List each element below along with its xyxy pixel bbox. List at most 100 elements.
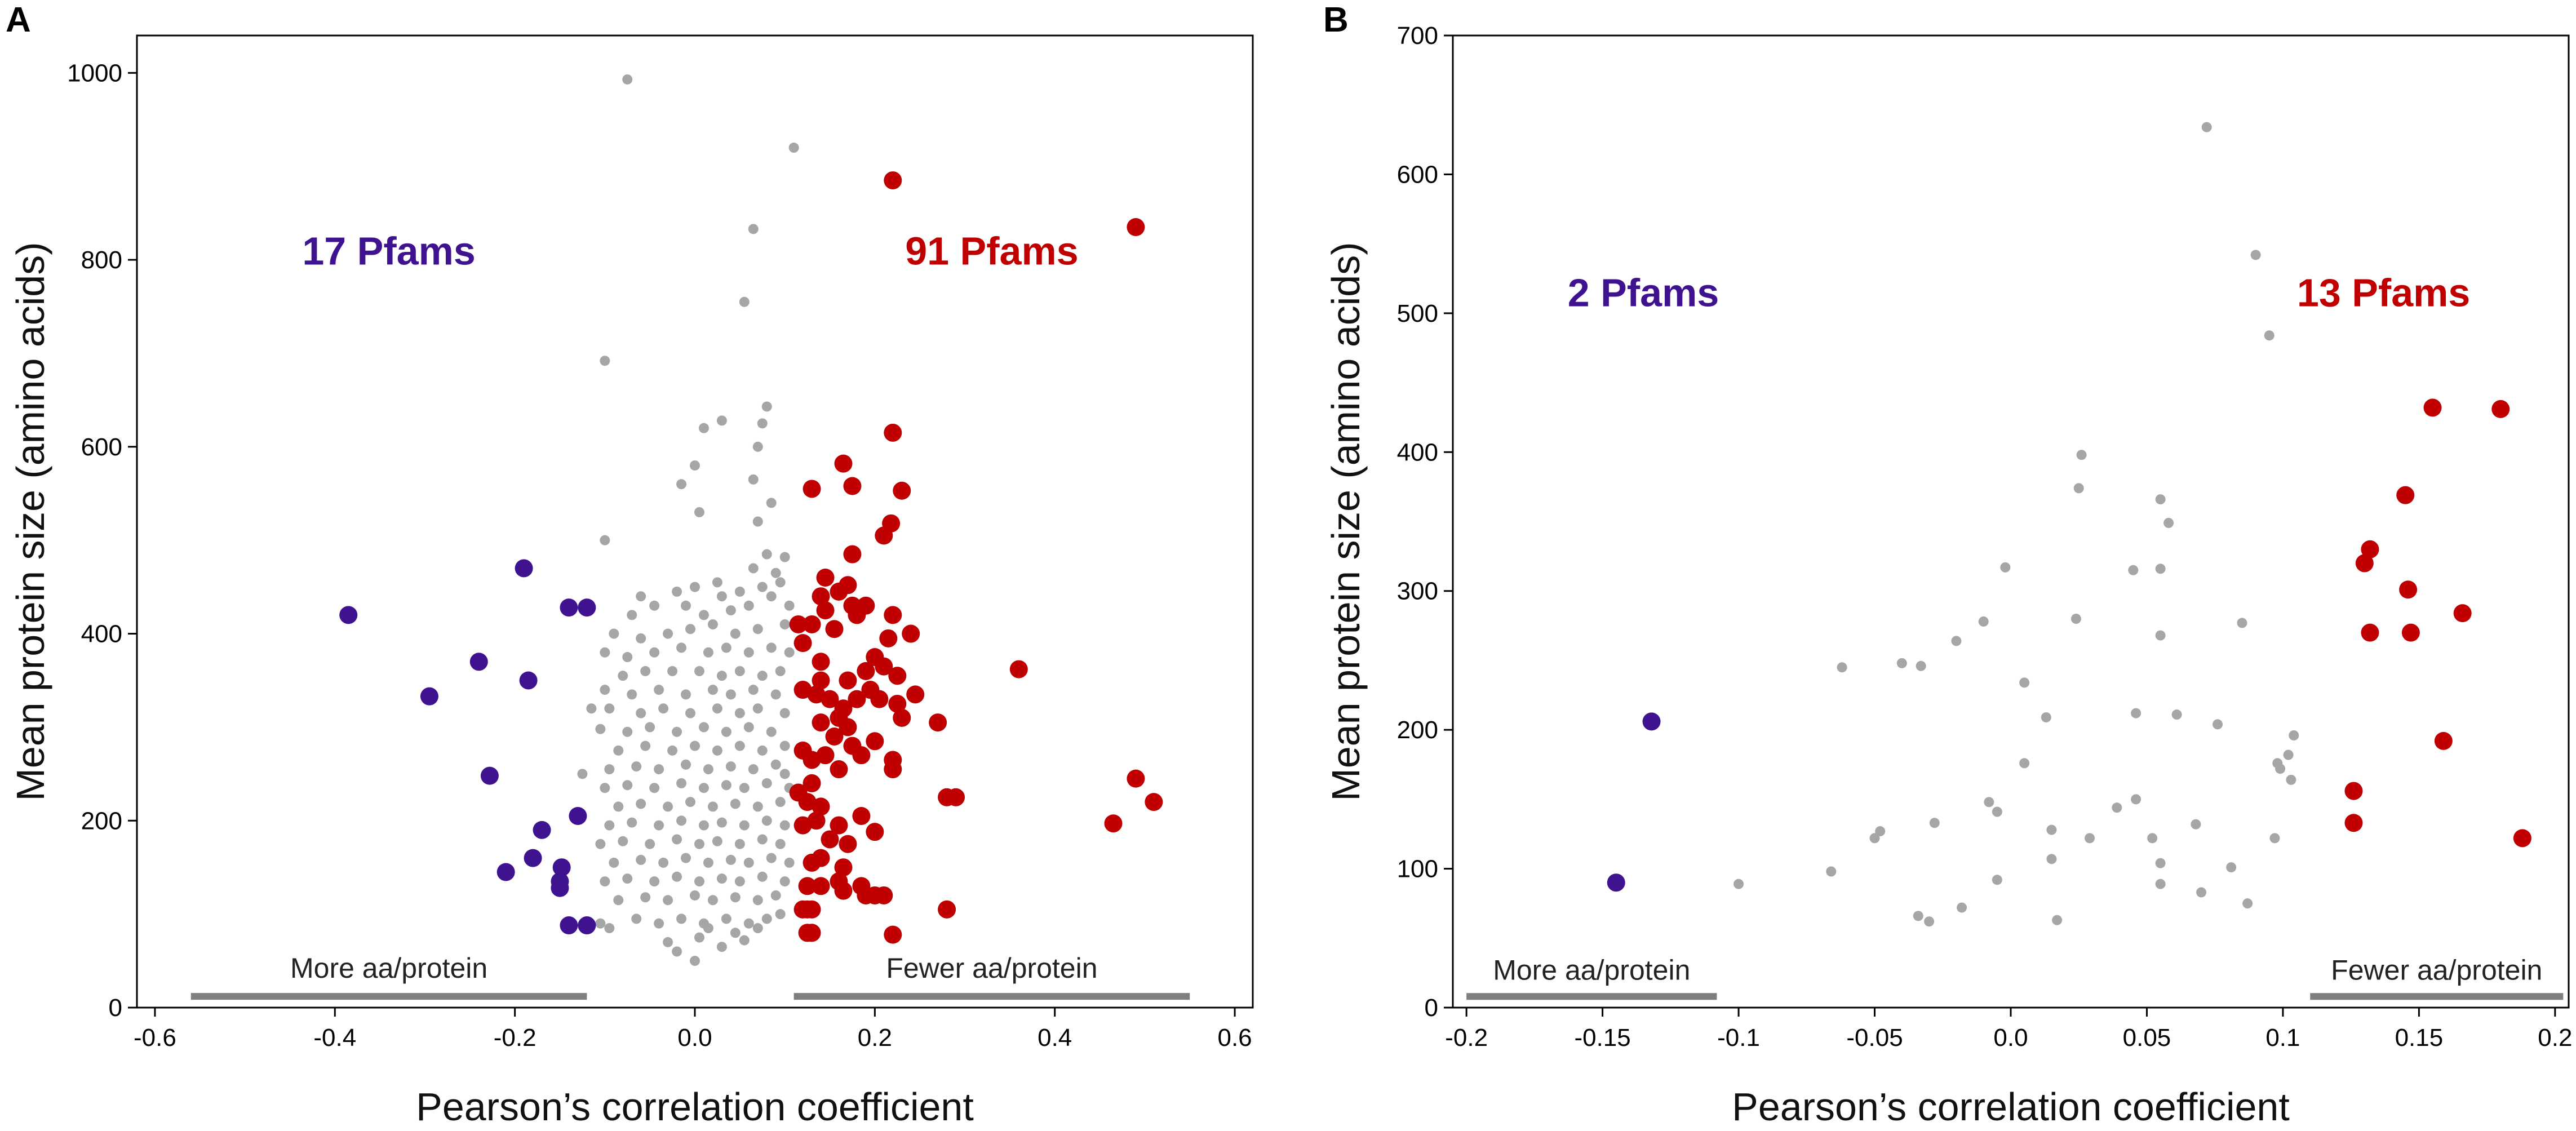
panel-a-point-neutral <box>779 708 790 718</box>
panel-a-point-neutral <box>734 708 745 718</box>
panel-a-point-neutral <box>734 876 745 887</box>
panel-b-point-neutral <box>2131 708 2142 718</box>
panel-a-point-neutral <box>622 652 633 663</box>
panel-b-point-neutral <box>2112 802 2122 813</box>
panel-a-point-neutral <box>721 913 731 924</box>
panel-b-point-neutral <box>1837 662 1847 673</box>
panel-a-point-neutral <box>654 685 664 695</box>
panel-a-point-neutral <box>707 619 718 629</box>
panel-b-point-positive <box>2399 580 2418 599</box>
panel-a-point-positive <box>857 662 875 680</box>
panel-b-point-neutral <box>2242 898 2253 909</box>
panel-b-point-neutral <box>2046 824 2057 835</box>
panel-a-point-neutral <box>658 703 669 714</box>
panel-b-point-neutral <box>2286 774 2296 785</box>
panel-a-point-neutral <box>712 745 722 756</box>
panel-b-point-neutral <box>1869 833 1880 844</box>
panel-b-letter: B <box>1323 1 1349 39</box>
panel-b-plot-frame <box>1452 34 2570 1009</box>
panel-a-point-neutral <box>631 913 642 924</box>
panel-a-point-neutral <box>757 745 768 756</box>
panel-b-count-label-negative: 2 Pfams <box>1568 271 1719 315</box>
panel-a-point-neutral <box>676 479 687 490</box>
panel-a-point-neutral <box>707 685 718 695</box>
panel-a-point-neutral <box>690 460 700 471</box>
panel-a-point-positive <box>893 481 911 500</box>
panel-a-point-positive <box>1009 660 1028 678</box>
panel-a-point-positive <box>1145 793 1163 811</box>
panel-a-point-positive <box>793 634 812 653</box>
panel-a-point-neutral <box>721 642 731 653</box>
panel-a-point-neutral <box>770 759 781 770</box>
panel-a-x-tick-label: 0.2 <box>858 1024 892 1052</box>
panel-a-point-positive <box>834 858 853 877</box>
panel-a-point-neutral <box>775 577 786 588</box>
panel-a-point-neutral <box>672 946 682 957</box>
panel-b-point-positive <box>2453 604 2472 623</box>
panel-b-count-label-positive: 13 Pfams <box>2297 271 2470 315</box>
panel-b-x-tick-label: 0.2 <box>2538 1024 2572 1052</box>
panel-a-point-positive <box>807 811 826 830</box>
panel-b-y-tick-label: 200 <box>1397 716 1438 744</box>
panel-b-point-neutral <box>2085 833 2095 844</box>
panel-a-point-neutral <box>748 685 759 695</box>
panel-a-point-neutral <box>636 633 646 644</box>
panel-a-point-neutral <box>743 857 754 868</box>
panel-a-point-positive <box>870 690 889 708</box>
panel-b-series-neutral <box>1733 122 2299 927</box>
panel-a-point-neutral <box>748 224 759 234</box>
panel-a-point-positive <box>1104 814 1123 833</box>
panel-a-point-neutral <box>770 890 781 901</box>
panel-a-point-neutral <box>604 703 615 714</box>
panel-a-point-negative <box>524 849 542 867</box>
panel-a-point-neutral <box>676 913 687 924</box>
panel-b-point-neutral <box>1924 916 1935 927</box>
panel-a-point-positive <box>812 713 830 732</box>
panel-a-point-neutral <box>685 708 696 718</box>
panel-b-point-neutral <box>2128 565 2139 575</box>
panel-a-point-positive <box>866 823 884 841</box>
panel-a-point-neutral <box>716 671 727 681</box>
panel-a-point-neutral <box>649 600 660 611</box>
panel-a-point-positive <box>893 708 911 727</box>
panel-a-point-neutral <box>770 689 781 700</box>
panel-a-point-positive <box>802 615 821 633</box>
panel-a-point-negative <box>480 766 499 785</box>
panel-b-x-tick-label: -0.05 <box>1846 1024 1903 1052</box>
panel-b-point-neutral <box>2041 712 2051 722</box>
panel-a-point-positive <box>825 620 844 638</box>
panel-a-point-neutral <box>748 764 759 775</box>
panel-a-point-neutral <box>694 839 704 849</box>
panel-a-y-tick-label: 800 <box>81 246 122 274</box>
panel-a-point-neutral <box>779 552 790 562</box>
panel-b-point-positive <box>2361 540 2379 558</box>
panel-b-point-neutral <box>2147 833 2158 844</box>
panel-a-point-neutral <box>640 666 651 676</box>
panel-a-point-positive <box>852 806 871 825</box>
panel-a-point-neutral <box>698 783 709 793</box>
panel-b-point-neutral <box>1826 866 1837 877</box>
panel-b-y-tick-label: 400 <box>1397 438 1438 466</box>
panel-b-point-negative <box>1607 873 1625 892</box>
panel-b-point-neutral <box>1978 616 1989 627</box>
panel-b-point-neutral <box>2131 794 2142 805</box>
panel-a-point-neutral <box>784 600 795 611</box>
panel-a-point-neutral <box>649 647 660 658</box>
panel-b-point-neutral <box>2073 483 2084 494</box>
panel-a-point-positive <box>884 760 902 779</box>
panel-a-y-tick-label: 600 <box>81 433 122 461</box>
panel-a-point-neutral <box>595 918 606 929</box>
panel-a-point-negative <box>469 653 488 671</box>
panel-a-point-neutral <box>757 582 768 592</box>
panel-a-point-neutral <box>788 143 799 153</box>
panel-a-point-neutral <box>703 857 713 868</box>
panel-a-point-positive <box>906 685 925 704</box>
panel-a-point-neutral <box>784 647 795 658</box>
panel-a-point-negative <box>552 858 571 877</box>
panel-a-point-positive <box>802 480 821 498</box>
panel-b-point-neutral <box>1984 797 1994 808</box>
panel-a-point-neutral <box>739 820 750 831</box>
panel-b-point-neutral <box>2155 564 2166 574</box>
panel-a-point-neutral <box>757 671 768 681</box>
panel-b-point-neutral <box>2289 730 2299 740</box>
